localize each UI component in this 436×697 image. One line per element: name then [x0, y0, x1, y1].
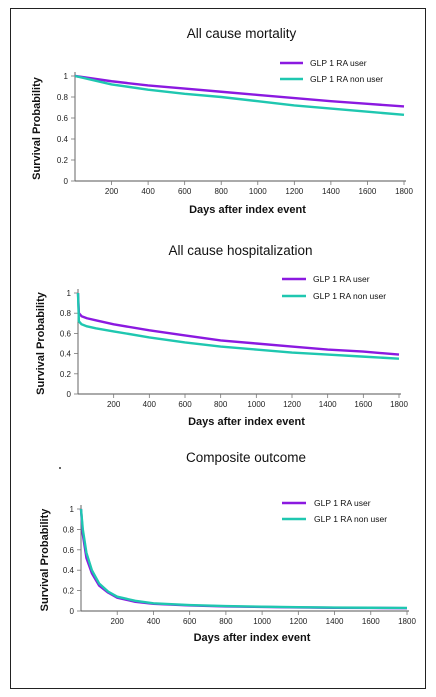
- chart2-x-axis-label: Days after index event: [188, 416, 305, 428]
- stray-mark: [59, 467, 61, 469]
- chart3-x-tick-label: 1000: [253, 617, 271, 626]
- chart2-x-tick-label: 1600: [354, 400, 372, 409]
- chart2-y-tick-label: 0.4: [60, 350, 72, 359]
- chart3-x-tick-label: 1400: [326, 617, 344, 626]
- chart2-y-axis-label: Survival Probability: [35, 291, 47, 395]
- chart3-x-tick-label: 400: [147, 617, 161, 626]
- chart2-x-tick-label: 600: [178, 400, 192, 409]
- chart3-y-tick-label: 0.8: [63, 525, 75, 534]
- chart3-x-tick-label: 1600: [362, 617, 380, 626]
- chart1-y-axis-label: Survival Probability: [31, 76, 43, 180]
- chart2-y-tick-label: 0.8: [60, 309, 72, 318]
- chart1-x-tick-label: 1000: [249, 187, 267, 196]
- chart3-x-tick-label: 800: [219, 617, 233, 626]
- chart2-title: All cause hospitalization: [168, 243, 312, 258]
- chart3-y-tick-label: 0: [70, 607, 75, 616]
- chart2-x-tick-label: 200: [107, 400, 121, 409]
- chart2-y-tick-label: 0.6: [60, 329, 72, 338]
- chart1-y-tick-label: 0.4: [57, 135, 69, 144]
- chart1-y-tick-label: 0.2: [57, 156, 69, 165]
- chart1-y-tick-label: 0.8: [57, 93, 69, 102]
- chart1-x-tick-label: 1600: [359, 187, 377, 196]
- chart1-x-tick-label: 800: [215, 187, 229, 196]
- chart3-x-tick-label: 600: [183, 617, 197, 626]
- chart1-series-user-line: [74, 74, 405, 108]
- chart1-x-tick-label: 1800: [395, 187, 413, 196]
- chart3-y-tick-label: 0.6: [63, 546, 75, 555]
- chart2-y-tick-label: 0.2: [60, 370, 72, 379]
- chart1-y-tick-label: 0.6: [57, 114, 69, 123]
- chart3-x-tick-label: 1800: [398, 617, 416, 626]
- chart3-y-axis-label: Survival Probability: [39, 508, 51, 612]
- chart3-y-tick-label: 0.4: [63, 566, 75, 575]
- chart3-x-axis-label: Days after index event: [194, 632, 311, 644]
- chart3-legend-label-non-user: GLP 1 RA non user: [314, 514, 387, 524]
- chart3-y-tick-label: 1: [70, 505, 75, 514]
- chart1-legend-label-user: GLP 1 RA user: [310, 58, 367, 68]
- chart2-x-tick-label: 400: [143, 400, 157, 409]
- chart1-x-tick-label: 400: [141, 187, 155, 196]
- chart1-title: All cause mortality: [187, 26, 297, 41]
- chart3-series-non-user-line: [79, 508, 408, 610]
- chart3-title: Composite outcome: [186, 450, 306, 465]
- chart3-x-tick-label: 1200: [289, 617, 307, 626]
- chart3-y-tick-label: 0.2: [63, 587, 75, 596]
- chart1-y-tick-label: 0: [64, 177, 69, 186]
- chart3-legend-label-user: GLP 1 RA user: [314, 498, 371, 508]
- chart1-x-tick-label: 1200: [285, 187, 303, 196]
- chart2-y-tick-label: 1: [67, 289, 72, 298]
- chart1-x-axis-label: Days after index event: [189, 204, 306, 216]
- chart1-x-tick-label: 1400: [322, 187, 340, 196]
- chart1-y-tick-label: 1: [64, 72, 69, 81]
- chart1-series-non-user-line: [74, 74, 405, 117]
- chart2-y-tick-label: 0: [67, 390, 72, 399]
- chart2-series-non-user-line: [76, 292, 400, 360]
- chart1-x-tick-label: 200: [105, 187, 119, 196]
- figure-frame: [10, 8, 426, 689]
- chart3-x-tick-label: 200: [111, 617, 125, 626]
- chart2-series-user-line: [76, 292, 400, 356]
- chart2-x-tick-label: 1800: [390, 400, 408, 409]
- chart2-x-tick-label: 1000: [247, 400, 265, 409]
- chart1-x-tick-label: 600: [178, 187, 192, 196]
- chart1-legend-label-non-user: GLP 1 RA non user: [310, 74, 383, 84]
- chart2-x-tick-label: 1400: [319, 400, 337, 409]
- chart2-legend-label-non-user: GLP 1 RA non user: [313, 291, 386, 301]
- chart2-legend-label-user: GLP 1 RA user: [313, 274, 370, 284]
- chart2-x-tick-label: 800: [214, 400, 228, 409]
- chart2-x-tick-label: 1200: [283, 400, 301, 409]
